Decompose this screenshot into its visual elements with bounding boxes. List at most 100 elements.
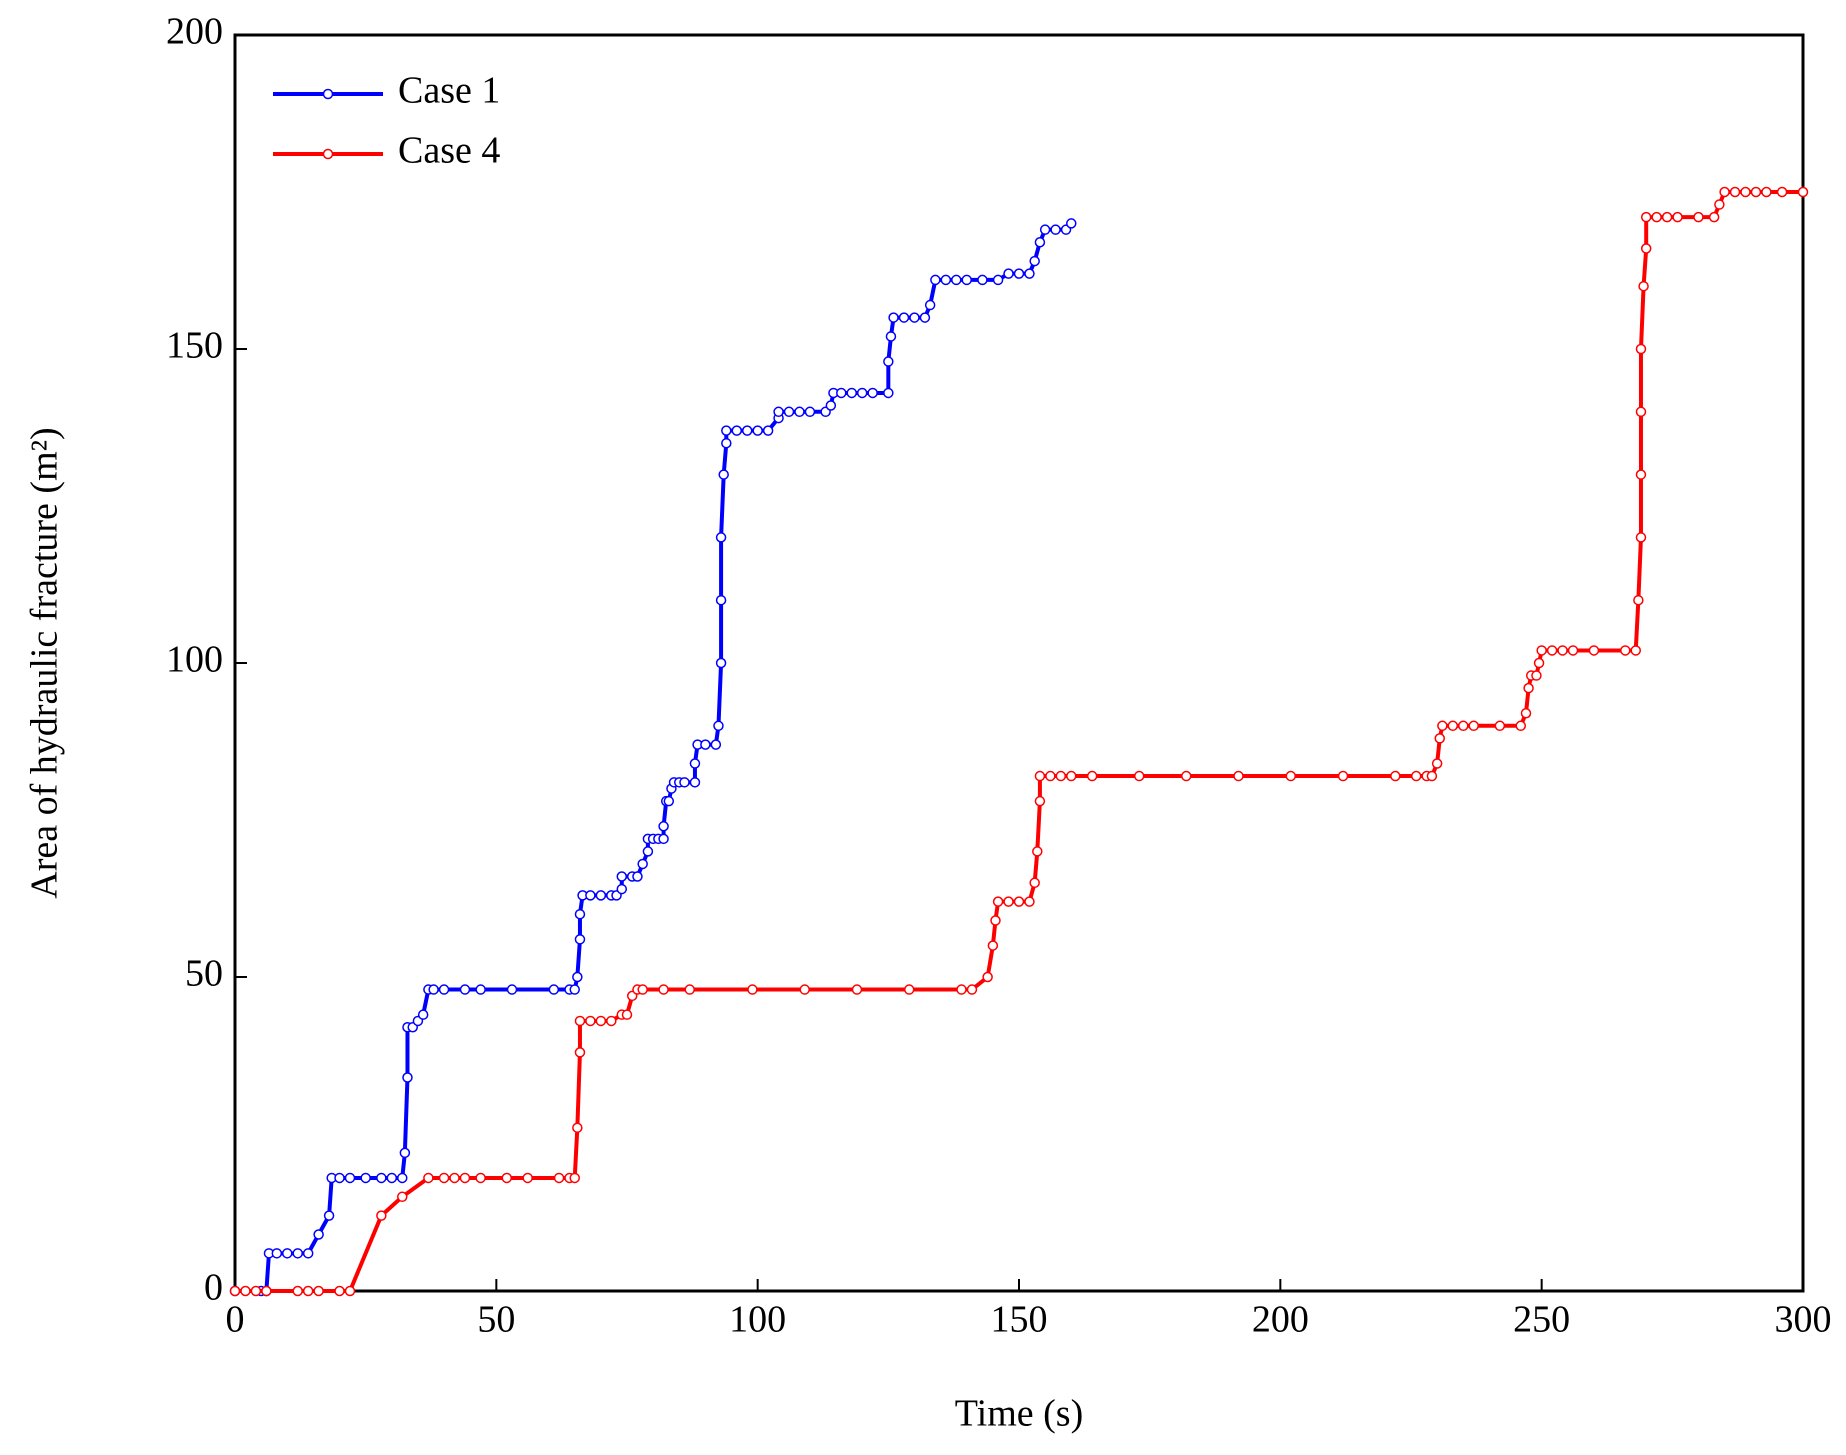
point <box>595 890 607 901</box>
point <box>909 312 920 323</box>
point <box>1039 224 1051 235</box>
point <box>940 274 952 286</box>
point <box>569 1172 580 1184</box>
point <box>956 984 967 995</box>
point <box>292 1248 303 1259</box>
point <box>992 896 1004 907</box>
point <box>1013 268 1025 279</box>
x-tick-label: 250 <box>1513 1299 1570 1341</box>
point <box>1034 236 1046 248</box>
point <box>721 425 732 436</box>
point <box>1630 645 1641 656</box>
point <box>1055 770 1067 782</box>
point <box>1390 770 1401 782</box>
point <box>658 821 669 832</box>
point <box>689 758 701 769</box>
point <box>334 1285 345 1297</box>
point <box>741 425 753 436</box>
point <box>585 890 596 901</box>
point <box>1034 770 1046 782</box>
point <box>261 1285 272 1297</box>
point <box>1640 211 1652 223</box>
x-tick-label: 100 <box>729 1299 786 1341</box>
point <box>1426 770 1438 782</box>
point <box>1133 770 1145 782</box>
point <box>360 1172 371 1184</box>
point <box>475 1172 486 1184</box>
point <box>1708 211 1720 223</box>
point <box>898 312 910 323</box>
point <box>282 1248 293 1259</box>
point <box>663 795 675 807</box>
y-tick-label: 150 <box>166 325 223 367</box>
point <box>585 1015 596 1027</box>
point <box>658 984 669 995</box>
point <box>459 984 471 995</box>
point <box>1797 186 1809 198</box>
point <box>397 1191 408 1203</box>
point <box>323 1210 335 1221</box>
point <box>1729 186 1741 198</box>
point <box>747 984 758 995</box>
point <box>919 312 931 323</box>
point <box>1672 211 1683 223</box>
y-tick-label: 50 <box>185 953 223 995</box>
point <box>1337 770 1349 782</box>
point <box>689 777 701 788</box>
point <box>1410 770 1422 782</box>
point <box>1719 186 1730 198</box>
point <box>658 833 669 845</box>
point <box>438 984 450 995</box>
point <box>302 1285 314 1297</box>
point <box>574 1015 586 1027</box>
plot-frame <box>233 33 1805 1293</box>
series-line <box>235 190 1803 1293</box>
point <box>386 1172 398 1184</box>
point <box>836 387 847 399</box>
point <box>1588 645 1600 656</box>
legend-label: Case 1 <box>398 70 500 112</box>
point <box>616 883 628 895</box>
point <box>966 984 978 995</box>
point <box>825 400 837 411</box>
point <box>883 356 894 367</box>
point <box>961 274 972 286</box>
point <box>1638 280 1649 292</box>
legend-label: Case 4 <box>398 130 500 172</box>
point <box>250 1285 262 1297</box>
point <box>1458 720 1469 732</box>
y-tick-label: 100 <box>166 639 223 681</box>
point <box>399 1147 411 1159</box>
point <box>1029 877 1040 889</box>
x-tick-label: 0 <box>226 1299 245 1341</box>
point <box>572 971 583 983</box>
x-tick-label: 300 <box>1775 1299 1832 1341</box>
y-axis-label: Area of hydraulic fracture (m²) <box>24 427 66 898</box>
point <box>506 984 518 995</box>
point <box>715 532 727 543</box>
point <box>302 1248 314 1259</box>
point <box>930 274 941 286</box>
point <box>1533 657 1545 669</box>
point <box>1181 770 1192 782</box>
point <box>1693 211 1704 223</box>
point <box>402 1072 413 1083</box>
point <box>679 777 690 788</box>
point <box>982 971 993 983</box>
point <box>240 1285 251 1297</box>
point <box>1635 469 1647 480</box>
point <box>606 1015 617 1027</box>
point <box>1635 532 1647 543</box>
point <box>700 739 711 750</box>
point <box>1531 670 1542 681</box>
point <box>885 331 897 342</box>
point <box>851 984 863 995</box>
point <box>459 1172 471 1184</box>
point <box>1447 720 1459 732</box>
point <box>684 984 695 995</box>
point <box>344 1285 356 1297</box>
point <box>799 984 810 995</box>
point <box>1546 645 1558 656</box>
point <box>344 1172 356 1184</box>
series-line <box>235 222 1073 1293</box>
